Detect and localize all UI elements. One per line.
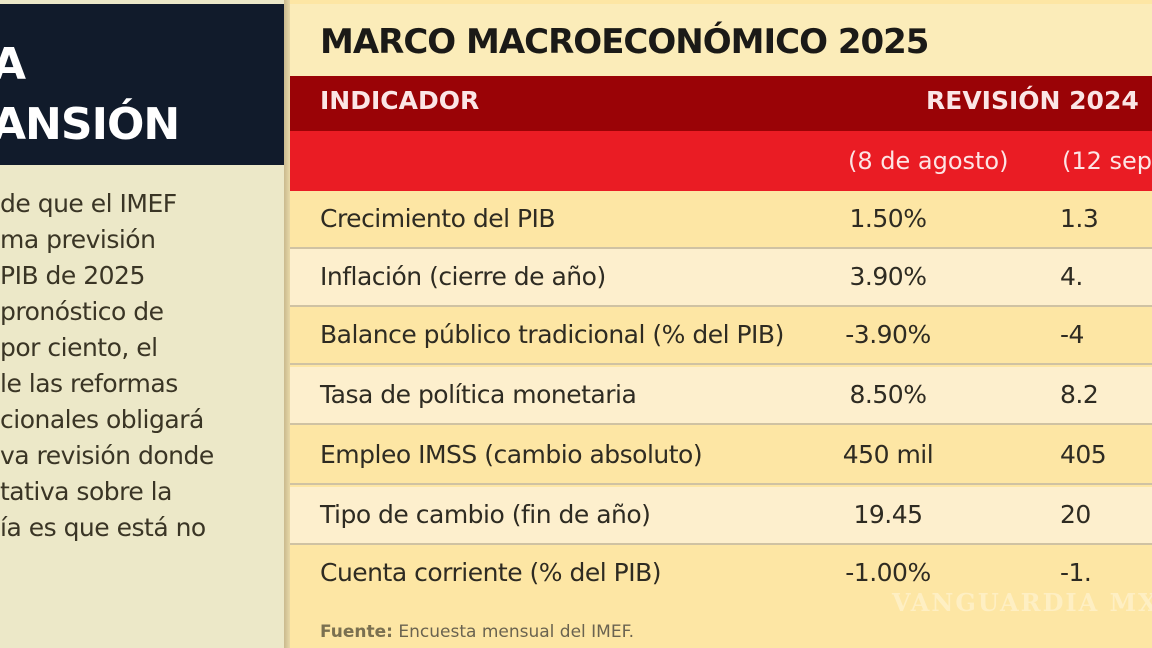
table-row: Inflación (cierre de año) 3.90% 4. [290, 249, 1152, 307]
sidebar-body-text: de que el IMEF ma previsión PIB de 2025 … [0, 186, 260, 546]
row-value-september: 4. [1060, 262, 1083, 291]
body-line: por ciento, el [0, 333, 158, 362]
body-line: PIB de 2025 [0, 261, 145, 290]
row-value-august: 1.50% [849, 204, 927, 233]
header-revision: REVISIÓN 2024 [926, 86, 1139, 115]
table-title-band: MARCO MACROECONÓMICO 2025 [290, 4, 1152, 76]
table-subheader-row: (8 de agosto) (12 sep [290, 131, 1152, 191]
body-line: tativa sobre la [0, 477, 172, 506]
table-header-row: INDICADOR REVISIÓN 2024 [290, 76, 1152, 131]
row-label: Tipo de cambio (fin de año) [320, 500, 651, 529]
table-row: Balance público tradicional (% del PIB) … [290, 307, 1152, 365]
table-source-note: Fuente: Encuesta mensual del IMEF. [320, 622, 634, 642]
row-value-august: -1.00% [845, 558, 931, 587]
header-indicator: INDICADOR [320, 86, 480, 115]
body-line: de que el IMEF [0, 189, 177, 218]
table-row: Empleo IMSS (cambio absoluto) 450 mil 40… [290, 427, 1152, 485]
row-label: Balance público tradicional (% del PIB) [320, 320, 784, 349]
article-sidebar: A ANSIÓN de que el IMEF ma previsión PIB… [0, 0, 287, 648]
row-value-august: -3.90% [845, 320, 931, 349]
row-value-august: 8.50% [849, 380, 927, 409]
body-line: ma previsión [0, 225, 156, 254]
source-text: Encuesta mensual del IMEF. [398, 622, 635, 642]
body-line: le las reformas [0, 369, 178, 398]
row-value-september: 1.3 [1060, 204, 1099, 233]
sidebar-title-line-2: ANSIÓN [0, 99, 180, 150]
row-label: Crecimiento del PIB [320, 204, 556, 233]
body-line: ía es que está no [0, 513, 206, 542]
row-label: Inflación (cierre de año) [320, 262, 606, 291]
table-title: MARCO MACROECONÓMICO 2025 [320, 22, 929, 62]
sidebar-title-line-1: A [0, 39, 26, 90]
subheader-date-1: (8 de agosto) [848, 147, 1009, 175]
row-label: Cuenta corriente (% del PIB) [320, 558, 662, 587]
macro-table-panel: MARCO MACROECONÓMICO 2025 INDICADOR REVI… [290, 0, 1152, 648]
row-label: Tasa de política monetaria [320, 380, 637, 409]
table-row: Tipo de cambio (fin de año) 19.45 20 [290, 487, 1152, 545]
body-line: pronóstico de [0, 297, 164, 326]
watermark-logo: VANGUARDIA MX [892, 588, 1152, 617]
row-value-september: 8.2 [1060, 380, 1099, 409]
table-row: Tasa de política monetaria 8.50% 8.2 [290, 367, 1152, 425]
body-line: va revisión donde [0, 441, 214, 470]
column-divider [284, 0, 290, 648]
subheader-date-2: (12 sep [1062, 147, 1152, 175]
row-value-september: 405 [1060, 440, 1107, 469]
row-value-august: 450 mil [842, 440, 934, 469]
table-row: Crecimiento del PIB 1.50% 1.3 [290, 191, 1152, 249]
table-row: Cuenta corriente (% del PIB) -1.00% -1. [290, 545, 1152, 603]
row-value-september: -1. [1060, 558, 1092, 587]
body-line: cionales obligará [0, 405, 204, 434]
row-value-september: 20 [1060, 500, 1091, 529]
row-value-august: 3.90% [849, 262, 927, 291]
source-label: Fuente: [320, 622, 393, 642]
row-value-august: 19.45 [853, 500, 923, 529]
row-value-september: -4 [1060, 320, 1084, 349]
sidebar-heading-block: A ANSIÓN [0, 4, 287, 165]
row-label: Empleo IMSS (cambio absoluto) [320, 440, 703, 469]
